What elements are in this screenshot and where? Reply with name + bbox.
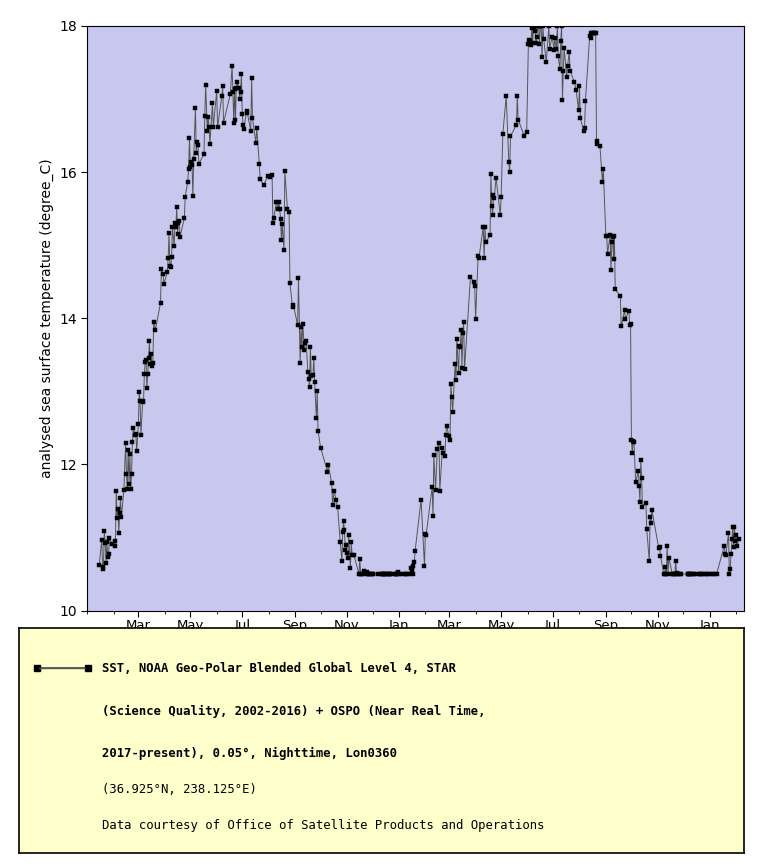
Text: (36.925°N, 238.125°E): (36.925°N, 238.125°E) — [102, 784, 257, 797]
Text: Data courtesy of Office of Satellite Products and Operations: Data courtesy of Office of Satellite Pro… — [102, 819, 545, 832]
Text: 2021: 2021 — [534, 660, 572, 675]
Y-axis label: analysed sea surface temperature (degree_C): analysed sea surface temperature (degree… — [39, 158, 54, 478]
Text: 2020: 2020 — [223, 660, 261, 675]
Text: 2017-present), 0.05°, Nighttime, Lon0360: 2017-present), 0.05°, Nighttime, Lon0360 — [102, 747, 397, 760]
Text: (Science Quality, 2002-2016) + OSPO (Near Real Time,: (Science Quality, 2002-2016) + OSPO (Nea… — [102, 705, 486, 718]
Text: 2022: 2022 — [703, 660, 741, 675]
Text: SST, NOAA Geo-Polar Blended Global Level 4, STAR: SST, NOAA Geo-Polar Blended Global Level… — [102, 662, 456, 675]
